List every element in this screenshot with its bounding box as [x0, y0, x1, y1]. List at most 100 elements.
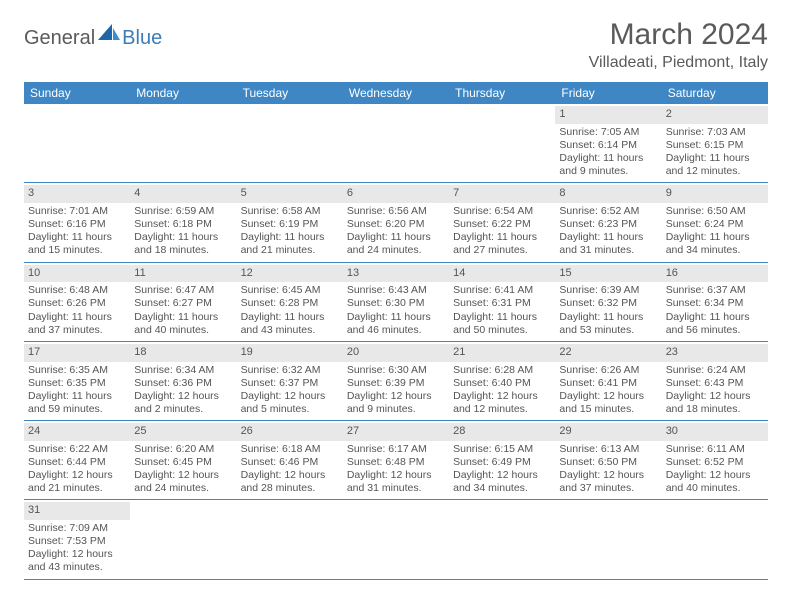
calendar-cell: 2Sunrise: 7:03 AMSunset: 6:15 PMDaylight… [662, 104, 768, 182]
daylight1-text: Daylight: 12 hours [134, 469, 232, 482]
day-number: 1 [555, 106, 661, 124]
day-number: 13 [343, 265, 449, 283]
sunrise-text: Sunrise: 7:01 AM [28, 205, 126, 218]
brand-name-part1: General [24, 27, 95, 50]
daylight1-text: Daylight: 12 hours [134, 390, 232, 403]
daylight1-text: Daylight: 12 hours [666, 469, 764, 482]
daylight1-text: Daylight: 11 hours [347, 231, 445, 244]
daylight2-text: and 40 minutes. [666, 482, 764, 495]
daylight2-text: and 40 minutes. [134, 324, 232, 337]
daylight1-text: Daylight: 11 hours [28, 231, 126, 244]
day-number: 28 [449, 423, 555, 441]
day-number: 23 [662, 344, 768, 362]
sunset-text: Sunset: 6:23 PM [559, 218, 657, 231]
sunrise-text: Sunrise: 6:28 AM [453, 364, 551, 377]
day-number: 9 [662, 185, 768, 203]
calendar-cell: 29Sunrise: 6:13 AMSunset: 6:50 PMDayligh… [555, 421, 661, 499]
daylight1-text: Daylight: 12 hours [241, 390, 339, 403]
calendar-cell: 11Sunrise: 6:47 AMSunset: 6:27 PMDayligh… [130, 263, 236, 341]
sail-icon [97, 24, 120, 53]
calendar-cell: 20Sunrise: 6:30 AMSunset: 6:39 PMDayligh… [343, 342, 449, 420]
daylight2-text: and 18 minutes. [134, 244, 232, 257]
calendar-cell [130, 500, 236, 578]
daylight2-text: and 18 minutes. [666, 403, 764, 416]
daylight1-text: Daylight: 11 hours [134, 231, 232, 244]
calendar-cell: 25Sunrise: 6:20 AMSunset: 6:45 PMDayligh… [130, 421, 236, 499]
daylight2-text: and 24 minutes. [347, 244, 445, 257]
daylight1-text: Daylight: 11 hours [666, 152, 764, 165]
sunset-text: Sunset: 6:36 PM [134, 377, 232, 390]
sunrise-text: Sunrise: 6:34 AM [134, 364, 232, 377]
sunrise-text: Sunrise: 6:56 AM [347, 205, 445, 218]
sunrise-text: Sunrise: 6:48 AM [28, 284, 126, 297]
sunset-text: Sunset: 6:32 PM [559, 297, 657, 310]
day-number: 16 [662, 265, 768, 283]
daylight2-text: and 9 minutes. [347, 403, 445, 416]
sunset-text: Sunset: 6:44 PM [28, 456, 126, 469]
daylight1-text: Daylight: 11 hours [559, 311, 657, 324]
sunrise-text: Sunrise: 7:09 AM [28, 522, 126, 535]
calendar-cell: 1Sunrise: 7:05 AMSunset: 6:14 PMDaylight… [555, 104, 661, 182]
calendar-cell: 7Sunrise: 6:54 AMSunset: 6:22 PMDaylight… [449, 183, 555, 261]
sunset-text: Sunset: 6:22 PM [453, 218, 551, 231]
daylight2-text: and 34 minutes. [453, 482, 551, 495]
location-label: Villadeati, Piedmont, Italy [589, 54, 768, 72]
daylight1-text: Daylight: 11 hours [559, 231, 657, 244]
calendar-cell: 17Sunrise: 6:35 AMSunset: 6:35 PMDayligh… [24, 342, 130, 420]
sunrise-text: Sunrise: 6:45 AM [241, 284, 339, 297]
daylight2-text: and 59 minutes. [28, 403, 126, 416]
daylight2-text: and 50 minutes. [453, 324, 551, 337]
daylight1-text: Daylight: 12 hours [241, 469, 339, 482]
daylight1-text: Daylight: 11 hours [241, 231, 339, 244]
sunset-text: Sunset: 6:14 PM [559, 139, 657, 152]
sunset-text: Sunset: 6:19 PM [241, 218, 339, 231]
sunrise-text: Sunrise: 6:22 AM [28, 443, 126, 456]
calendar-grid: SundayMondayTuesdayWednesdayThursdayFrid… [24, 82, 768, 580]
sunset-text: Sunset: 6:49 PM [453, 456, 551, 469]
calendar-cell [343, 104, 449, 182]
daylight1-text: Daylight: 12 hours [453, 390, 551, 403]
sunrise-text: Sunrise: 6:20 AM [134, 443, 232, 456]
sunset-text: Sunset: 6:15 PM [666, 139, 764, 152]
calendar-cell: 30Sunrise: 6:11 AMSunset: 6:52 PMDayligh… [662, 421, 768, 499]
daylight1-text: Daylight: 11 hours [453, 231, 551, 244]
daylight2-text: and 21 minutes. [28, 482, 126, 495]
sunrise-text: Sunrise: 6:26 AM [559, 364, 657, 377]
sunset-text: Sunset: 6:16 PM [28, 218, 126, 231]
daylight2-text: and 28 minutes. [241, 482, 339, 495]
calendar-cell [555, 500, 661, 578]
day-number: 7 [449, 185, 555, 203]
sunset-text: Sunset: 6:40 PM [453, 377, 551, 390]
day-number: 3 [24, 185, 130, 203]
daylight1-text: Daylight: 11 hours [28, 311, 126, 324]
sunrise-text: Sunrise: 6:43 AM [347, 284, 445, 297]
sunset-text: Sunset: 6:35 PM [28, 377, 126, 390]
calendar-cell: 6Sunrise: 6:56 AMSunset: 6:20 PMDaylight… [343, 183, 449, 261]
sunrise-text: Sunrise: 6:50 AM [666, 205, 764, 218]
sunrise-text: Sunrise: 6:39 AM [559, 284, 657, 297]
week-row: 10Sunrise: 6:48 AMSunset: 6:26 PMDayligh… [24, 263, 768, 342]
sunset-text: Sunset: 6:37 PM [241, 377, 339, 390]
sunrise-text: Sunrise: 6:32 AM [241, 364, 339, 377]
day-header: Sunday [24, 82, 130, 104]
sunrise-text: Sunrise: 6:30 AM [347, 364, 445, 377]
sunrise-text: Sunrise: 7:03 AM [666, 126, 764, 139]
daylight2-text: and 2 minutes. [134, 403, 232, 416]
daylight2-text: and 21 minutes. [241, 244, 339, 257]
day-number: 12 [237, 265, 343, 283]
sunset-text: Sunset: 6:34 PM [666, 297, 764, 310]
sunset-text: Sunset: 6:28 PM [241, 297, 339, 310]
day-number: 29 [555, 423, 661, 441]
sunrise-text: Sunrise: 6:11 AM [666, 443, 764, 456]
daylight2-text: and 31 minutes. [559, 244, 657, 257]
day-number: 18 [130, 344, 236, 362]
weeks-container: 1Sunrise: 7:05 AMSunset: 6:14 PMDaylight… [24, 104, 768, 580]
calendar-cell [343, 500, 449, 578]
daylight1-text: Daylight: 11 hours [134, 311, 232, 324]
page-header: General Blue March 2024 Villadeati, Pied… [0, 0, 792, 76]
calendar-cell: 15Sunrise: 6:39 AMSunset: 6:32 PMDayligh… [555, 263, 661, 341]
day-number: 20 [343, 344, 449, 362]
daylight1-text: Daylight: 11 hours [28, 390, 126, 403]
day-number: 19 [237, 344, 343, 362]
daylight2-text: and 9 minutes. [559, 165, 657, 178]
